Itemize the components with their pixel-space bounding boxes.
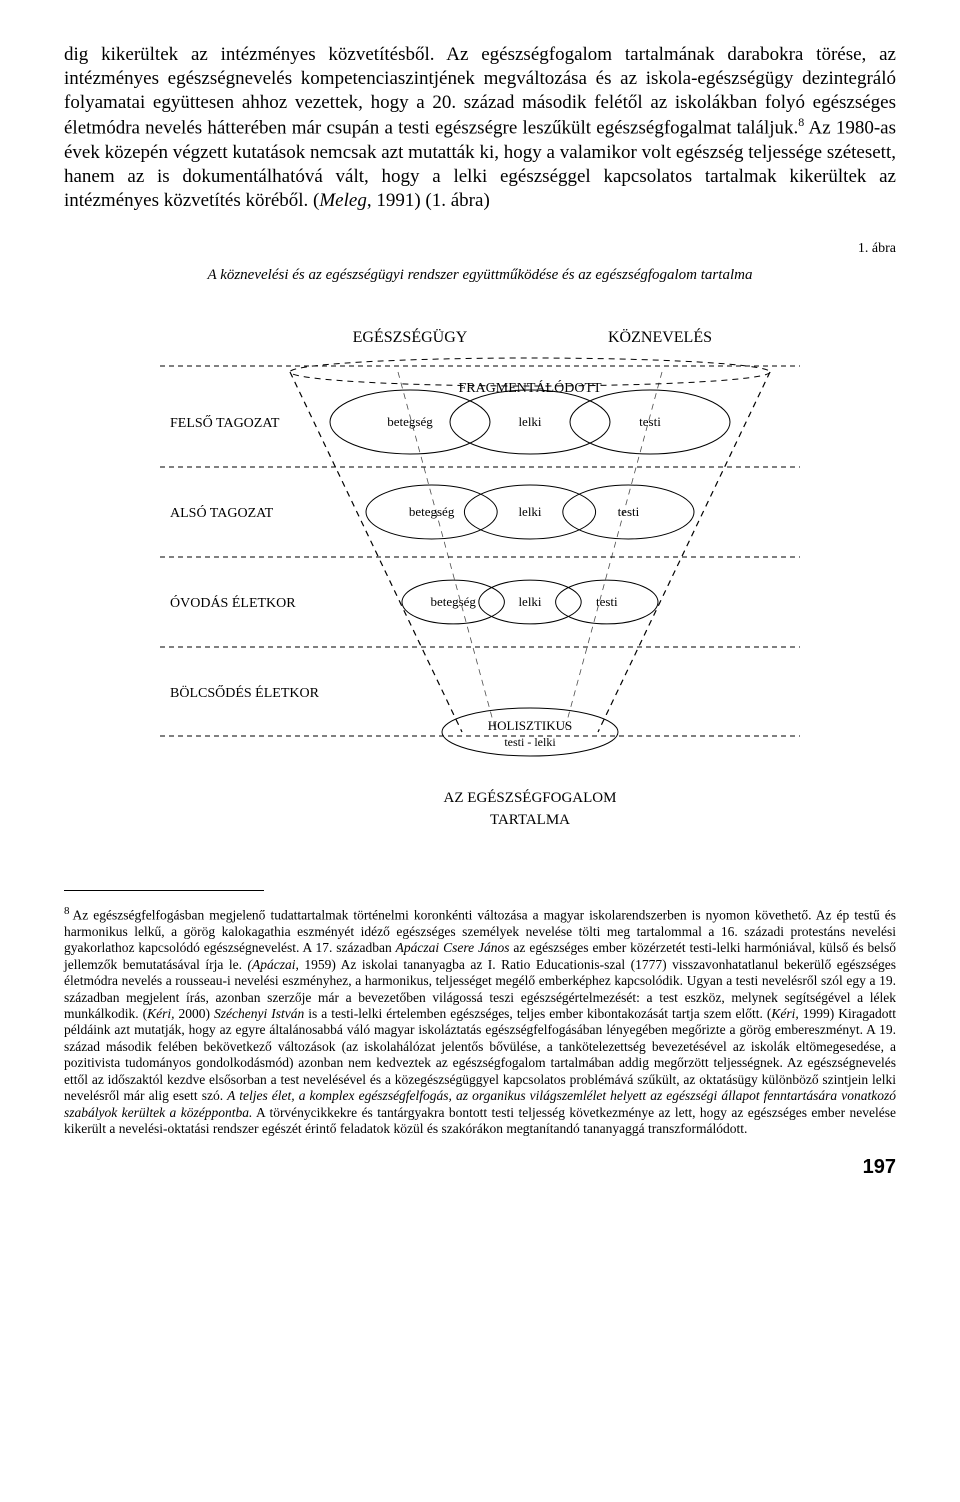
figure-diagram: EGÉSZSÉGÜGY KÖZNEVELÉS FRAGMENTÁLÓDOTT FELS… — [160, 302, 800, 862]
svg-text:KÖZNEVELÉS: KÖZNEVELÉS — [608, 327, 712, 346]
figure-caption: A köznevelési és az egészségügyi rendsze… — [64, 267, 896, 284]
svg-text:lelki: lelki — [518, 594, 541, 609]
svg-text:lelki: lelki — [518, 414, 541, 429]
svg-text:testi: testi — [596, 594, 618, 609]
page-number: 197 — [863, 1156, 896, 1179]
footnote: 8Az egészségfelfogásban megjelenő tudatt… — [64, 905, 896, 1138]
svg-text:BÖLCSŐDÉS ÉLETKOR: BÖLCSŐDÉS ÉLETKOR — [170, 684, 320, 701]
svg-text:HOLISZTIKUS: HOLISZTIKUS — [488, 718, 573, 733]
footnote-text: Az egészségfelfogásban megjelenő tudatta… — [64, 907, 896, 1136]
svg-text:TARTALMA: TARTALMA — [490, 812, 570, 828]
footnote-marker: 8 — [64, 905, 73, 917]
svg-text:betegség: betegség — [430, 594, 476, 609]
svg-text:FRAGMENTÁLÓDOTT: FRAGMENTÁLÓDOTT — [458, 379, 602, 396]
svg-text:lelki: lelki — [518, 504, 541, 519]
svg-text:FELSŐ TAGOZAT: FELSŐ TAGOZAT — [170, 414, 280, 431]
svg-text:testi - lelki: testi - lelki — [504, 735, 556, 749]
svg-text:AZ EGÉSZSÉGFOGALOM: AZ EGÉSZSÉGFOGALOM — [444, 789, 617, 806]
svg-text:testi: testi — [639, 414, 661, 429]
body-paragraph: dig kikerültek az intézményes közvetítés… — [64, 43, 896, 213]
footnote-rule — [64, 890, 264, 891]
svg-text:testi: testi — [618, 504, 640, 519]
svg-text:ÓVODÁS ÉLETKOR: ÓVODÁS ÉLETKOR — [170, 594, 296, 611]
figure-label: 1. ábra — [64, 241, 896, 257]
svg-text:ALSÓ TAGOZAT: ALSÓ TAGOZAT — [170, 504, 274, 521]
svg-text:betegség: betegség — [409, 504, 455, 519]
svg-text:betegség: betegség — [387, 414, 433, 429]
page: dig kikerültek az intézményes közvetítés… — [0, 0, 960, 1191]
svg-text:EGÉSZSÉGÜGY: EGÉSZSÉGÜGY — [353, 327, 468, 346]
